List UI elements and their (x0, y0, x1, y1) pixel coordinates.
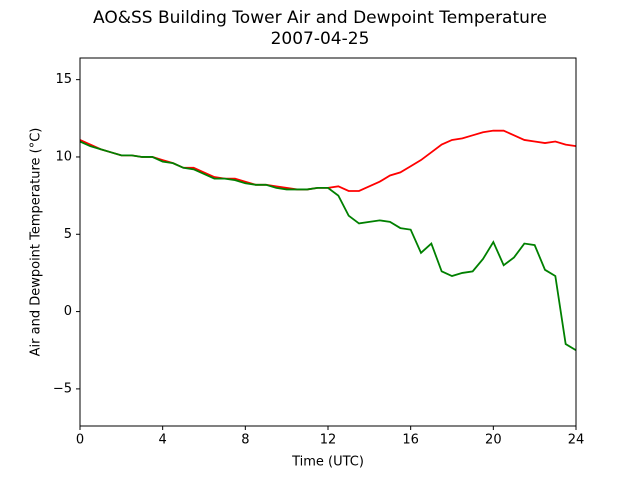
x-tick-label: 0 (76, 433, 84, 448)
x-tick-label: 24 (568, 433, 585, 448)
y-tick-label: −5 (53, 381, 72, 396)
y-tick-label: 5 (64, 227, 72, 242)
series-line (79, 140, 577, 352)
x-tick-label: 16 (402, 433, 419, 448)
plot-frame (79, 57, 577, 427)
y-tick-label: 0 (64, 304, 72, 319)
x-axis-label: Time (UTC) (291, 455, 364, 470)
chart-subtitle: 2007-04-25 (271, 29, 370, 49)
series-line (79, 129, 577, 192)
x-tick-label: 8 (241, 433, 249, 448)
x-tick-label: 20 (485, 433, 502, 448)
y-tick-label: 15 (55, 72, 72, 87)
x-tick-label: 4 (159, 433, 167, 448)
y-axis-label: Air and Dewpoint Temperature (°C) (29, 128, 44, 357)
chart-title: AO&SS Building Tower Air and Dewpoint Te… (93, 8, 547, 28)
x-tick-label: 12 (320, 433, 337, 448)
y-tick-label: 10 (55, 149, 72, 164)
